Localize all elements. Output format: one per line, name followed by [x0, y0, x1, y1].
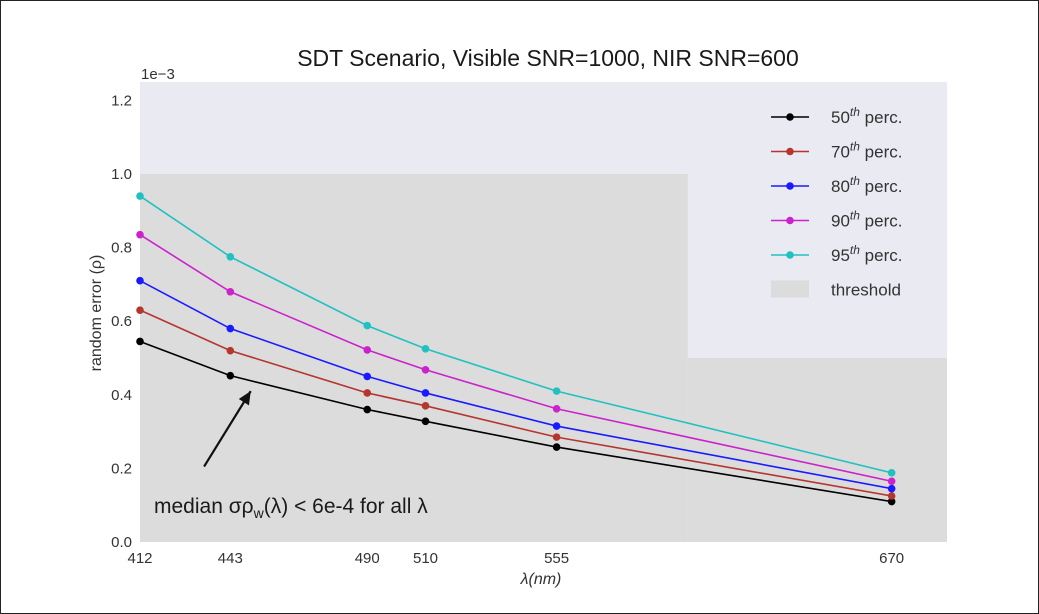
- data-point-s5-4: [421, 345, 430, 353]
- y-tick-label: 1.0: [111, 166, 132, 183]
- x-tick-label: 443: [218, 550, 243, 567]
- legend-swatch-marker: [786, 147, 794, 156]
- data-point-s3-5: [552, 422, 561, 430]
- threshold-regions: [140, 174, 947, 542]
- data-point-s1-2: [226, 371, 235, 380]
- series-line-2: [139, 309, 892, 497]
- legend-label: 80th perc.: [831, 174, 902, 196]
- data-point-s2-6: [887, 492, 896, 500]
- data-point-s3-2: [226, 324, 235, 333]
- annotation: median σρw(λ) < 6e-4 for all λ: [154, 390, 428, 521]
- data-point-s2-2: [226, 346, 235, 355]
- legend-entry-2: 70th perc.: [771, 140, 902, 162]
- data-point-s4-4: [421, 365, 430, 374]
- x-tick-label: 555: [544, 550, 569, 567]
- data-point-s3-4: [421, 389, 430, 397]
- data-point-s1-3: [363, 405, 372, 414]
- y-offset-label: 1e−3: [141, 66, 175, 83]
- data-point-s3-3: [363, 372, 372, 381]
- threshold-region-2: [687, 358, 947, 542]
- legend-label: 50th perc.: [831, 105, 902, 127]
- data-point-s1-5: [552, 443, 561, 451]
- data-point-s4-3: [363, 346, 372, 354]
- data-point-s4-1: [136, 230, 144, 239]
- series-line-1: [139, 340, 892, 503]
- x-axis-label: λ(nm): [520, 571, 562, 588]
- x-tick-label: 510: [413, 550, 438, 567]
- y-tick-label: 0.0: [111, 534, 132, 551]
- x-tick-label: 412: [127, 550, 152, 567]
- legend-entry-5: 95th perc.: [771, 243, 902, 265]
- data-point-s1-1: [136, 337, 144, 346]
- annotation-arrow-shaft: [203, 390, 252, 468]
- legend-entry-threshold: threshold: [771, 280, 901, 300]
- data-point-s4-6: [887, 477, 896, 486]
- data-point-s4-5: [552, 404, 561, 413]
- legend: 50th perc. 70th perc. 80th perc. 90th perc.…: [771, 105, 902, 300]
- y-tick-label: 0.4: [111, 387, 132, 404]
- legend-swatch-marker: [786, 182, 794, 190]
- legend-swatch-marker: [786, 113, 794, 121]
- legend-label: 90th perc.: [831, 209, 902, 231]
- y-tick-label: 0.2: [111, 460, 132, 477]
- data-point-s2-4: [421, 402, 430, 410]
- data-point-s5-5: [552, 387, 561, 395]
- data-point-s2-3: [363, 389, 372, 397]
- series-layer: [136, 192, 896, 506]
- y-axis-ticks: 0.0 0.2 0.4 0.6 0.8 1.0 1.2: [111, 92, 132, 551]
- legend-label: 70th perc.: [831, 140, 902, 162]
- legend-entry-4: 90th perc.: [771, 209, 902, 231]
- data-point-s4-2: [226, 287, 235, 296]
- data-point-s3-1: [136, 276, 144, 285]
- x-axis-ticks: 412 443 490 510 555 670: [127, 550, 904, 567]
- data-point-s1-6: [887, 497, 896, 506]
- legend-swatch-marker: [786, 251, 794, 259]
- threshold-region-1: [140, 174, 688, 542]
- x-tick-label: 490: [355, 550, 380, 567]
- series-line-5: [139, 195, 892, 474]
- data-point-s2-1: [136, 306, 144, 314]
- chart-title: SDT Scenario, Visible SNR=1000, NIR SNR=…: [297, 45, 799, 71]
- annotation-arrow-head: [238, 391, 251, 406]
- data-point-s5-6: [887, 469, 896, 477]
- data-point-s5-3: [363, 321, 372, 330]
- y-tick-label: 1.2: [111, 92, 132, 109]
- y-tick-label: 0.6: [111, 313, 132, 330]
- legend-swatch-marker: [786, 216, 794, 225]
- data-point-s2-5: [552, 433, 561, 441]
- data-point-s3-6: [887, 484, 896, 493]
- legend-swatch-threshold: [771, 280, 809, 298]
- legend-label: 95th perc.: [831, 243, 902, 265]
- legend-label: threshold: [831, 281, 901, 300]
- data-point-s1-4: [421, 417, 430, 426]
- data-point-s5-2: [226, 253, 235, 261]
- y-tick-label: 0.8: [111, 240, 132, 257]
- legend-entry-3: 80th perc.: [771, 174, 902, 196]
- data-point-s5-1: [136, 192, 144, 200]
- series-line-4: [139, 234, 892, 483]
- x-tick-label: 670: [879, 550, 904, 567]
- annotation-text: median σρw(λ) < 6e-4 for all λ: [154, 495, 428, 521]
- series-line-3: [139, 280, 892, 490]
- legend-entry-1: 50th perc.: [771, 105, 902, 127]
- y-axis-label: random error (ρ): [88, 255, 105, 372]
